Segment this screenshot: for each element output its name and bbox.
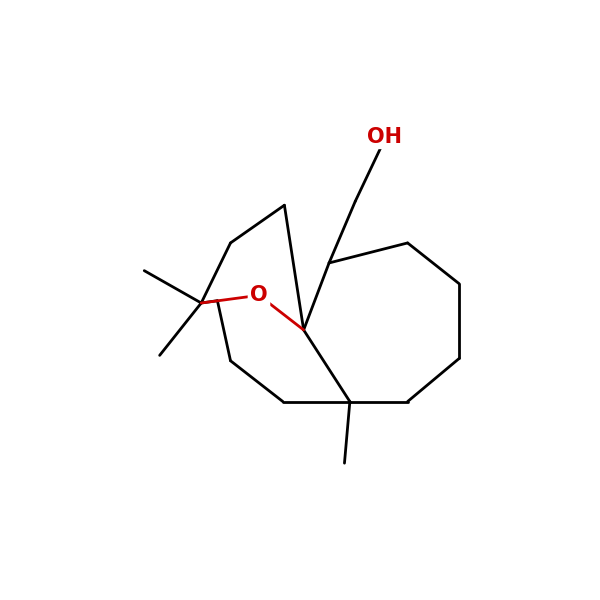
Text: OH: OH bbox=[367, 127, 402, 146]
Text: O: O bbox=[250, 286, 268, 305]
